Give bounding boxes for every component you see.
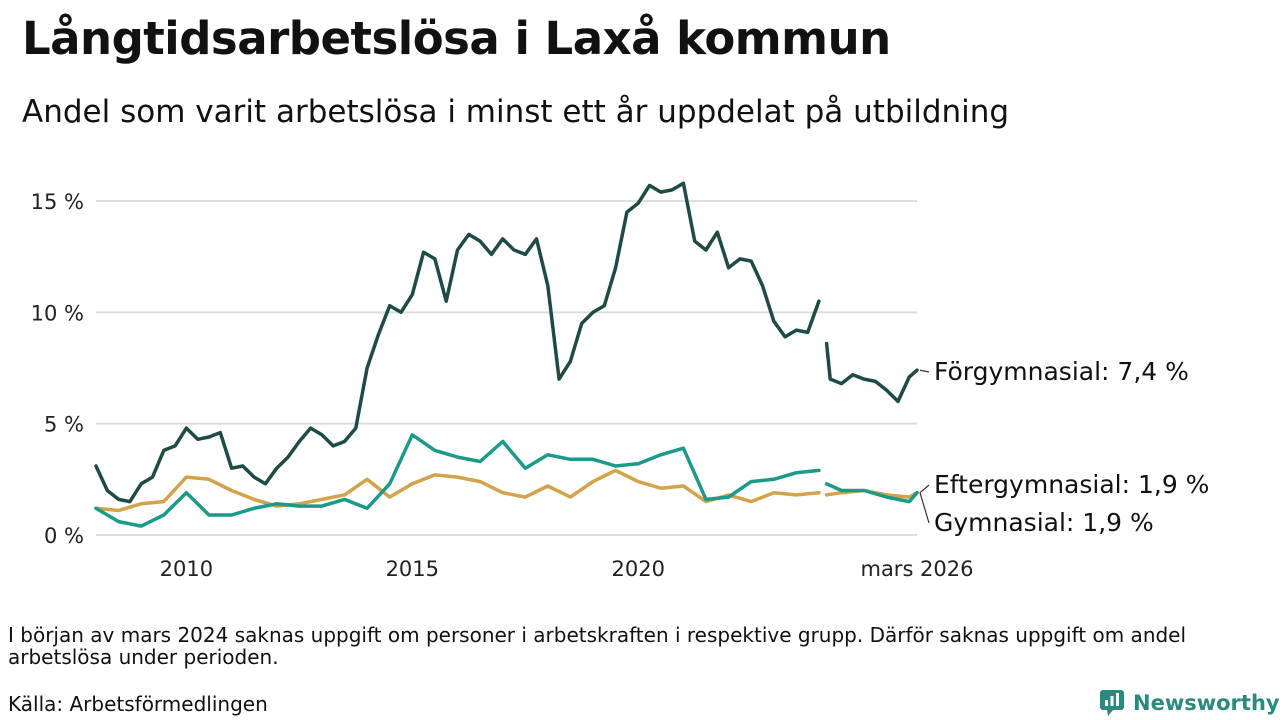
label-leader-line [919, 369, 930, 373]
footnote: I början av mars 2024 saknas uppgift om … [8, 623, 1187, 669]
series-line-gymnasial [94, 433, 821, 528]
series-line-eftergymnasial [94, 468, 821, 513]
y-tick-label: 5 % [44, 413, 84, 437]
series-end-labels: Förgymnasial: 7,4 % Eftergymnasial: 1,9 %… [919, 357, 1209, 537]
x-tick-label: 2010 [160, 557, 213, 581]
y-tick-label: 10 % [31, 301, 84, 325]
y-axis-tick-labels: 0 % 5 % 10 % 15 % [31, 190, 84, 548]
chart-subtitle: Andel som varit arbetslösa i minst ett å… [22, 94, 1010, 130]
x-axis-tick-labels: 2010 2015 2020 mars 2026 [160, 557, 974, 581]
series-lines [94, 181, 919, 528]
series-line-förgymnasial [824, 341, 919, 404]
x-tick-label: mars 2026 [860, 557, 973, 581]
label-leader-line [919, 492, 930, 524]
brand-name: Newsworthy [1133, 691, 1280, 715]
gridlines [96, 200, 917, 536]
series-label-gymnasial: Gymnasial: 1,9 % [934, 508, 1154, 537]
series-line-gymnasial [824, 482, 919, 504]
newsworthy-logo[interactable]: Newsworthy [1099, 688, 1280, 718]
chart-title: Långtidsarbetslösa i Laxå kommun [22, 12, 891, 65]
newsworthy-icon [1100, 690, 1124, 716]
source-label: Källa: Arbetsförmedlingen [8, 692, 268, 716]
x-tick-label: 2015 [386, 557, 439, 581]
label-leader-line [919, 484, 930, 494]
series-line-förgymnasial [94, 181, 821, 504]
series-label-eftergymnasial: Eftergymnasial: 1,9 % [934, 470, 1209, 499]
x-tick-label: 2020 [611, 557, 664, 581]
y-tick-label: 15 % [31, 190, 84, 214]
series-label-förgymnasial: Förgymnasial: 7,4 % [934, 357, 1189, 386]
y-tick-label: 0 % [44, 524, 84, 548]
